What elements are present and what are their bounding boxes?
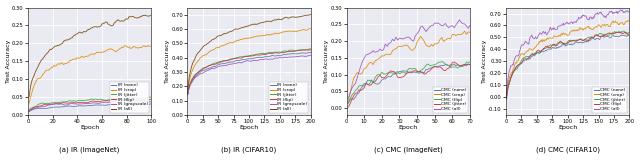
Y-axis label: Test Accuracy: Test Accuracy [324,40,329,83]
Text: (c) CMC (ImageNet): (c) CMC (ImageNet) [374,147,443,154]
Y-axis label: Test Accuracy: Test Accuracy [482,40,487,83]
X-axis label: Epoch: Epoch [399,125,418,130]
X-axis label: Epoch: Epoch [80,125,99,130]
Text: (b) IR (CIFAR10): (b) IR (CIFAR10) [221,147,276,154]
X-axis label: Epoch: Epoch [239,125,259,130]
Text: (d) CMC (CIFAR10): (d) CMC (CIFAR10) [536,147,600,154]
Y-axis label: Test Accuracy: Test Accuracy [165,40,170,83]
Y-axis label: Test Accuracy: Test Accuracy [6,40,10,83]
Legend: CMC (none), CMC (crop), CMC (flip), CMC (jitter), CMC (all): CMC (none), CMC (crop), CMC (flip), CMC … [433,87,468,113]
Legend: IR (none), IR (crop), IR (jitter), IR (flip), IR (grayscale), IR (all): IR (none), IR (crop), IR (jitter), IR (f… [269,82,308,113]
Legend: IR (none), IR (crop), IR (jitter), IR (flip), IR (grayscale), IR (all): IR (none), IR (crop), IR (jitter), IR (f… [109,82,149,113]
Text: (a) IR (ImageNet): (a) IR (ImageNet) [60,147,120,154]
X-axis label: Epoch: Epoch [558,125,577,130]
Legend: CMC (none), CMC (crop), CMC (jitter), CMC (flip), CMC (all): CMC (none), CMC (crop), CMC (jitter), CM… [593,87,627,113]
